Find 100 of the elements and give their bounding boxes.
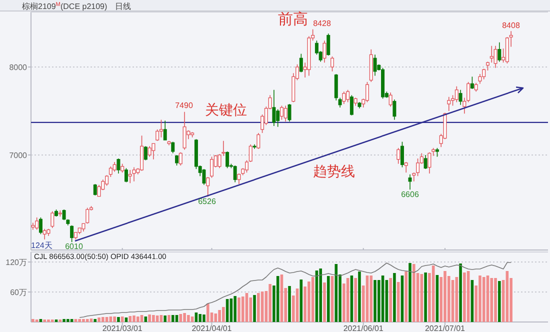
bar <box>459 264 462 322</box>
annotation: 6606 <box>401 190 420 199</box>
candlestick <box>326 33 330 56</box>
bar <box>326 276 330 322</box>
bar <box>117 317 120 322</box>
candlestick <box>322 40 326 63</box>
candlestick <box>175 154 179 166</box>
candlestick <box>156 129 160 142</box>
bar <box>412 264 416 322</box>
bar <box>198 314 202 322</box>
candlestick <box>346 89 350 103</box>
candlestick <box>108 166 112 178</box>
bar <box>86 319 89 322</box>
candlestick <box>35 217 39 230</box>
bar <box>202 314 206 322</box>
bar <box>168 315 170 322</box>
bar <box>82 319 85 322</box>
bar <box>206 304 210 322</box>
candlestick <box>178 152 182 166</box>
bar <box>102 317 104 322</box>
bar <box>498 281 501 322</box>
bar <box>32 319 34 322</box>
line-series <box>79 262 512 318</box>
candlestick <box>400 141 404 168</box>
candlestick <box>182 111 186 150</box>
y-tick-label: 8000 <box>9 62 28 72</box>
bar <box>124 318 128 322</box>
candlestick <box>210 156 214 178</box>
annotation: 6010 <box>65 242 84 251</box>
candlestick <box>490 45 494 63</box>
bar <box>323 282 326 322</box>
candlestick <box>116 158 120 174</box>
bar <box>90 318 93 322</box>
candlestick <box>105 174 109 186</box>
bar <box>424 272 427 322</box>
y-tick-label: 120万 <box>6 258 27 267</box>
bar <box>490 278 494 322</box>
x-tick-label: 2021/06/01 <box>343 324 384 332</box>
candlestick <box>159 119 163 138</box>
candlestick <box>38 217 42 235</box>
bar <box>66 319 70 322</box>
candlestick <box>280 105 284 120</box>
bar <box>136 316 140 322</box>
annotation: 8408 <box>502 21 520 30</box>
candlestick <box>388 92 392 107</box>
candlestick <box>86 207 90 224</box>
bar <box>253 295 256 322</box>
bar <box>148 314 151 322</box>
candlestick <box>428 152 432 174</box>
candlestick <box>424 154 428 170</box>
annotation: 前高 <box>278 11 308 28</box>
candlestick <box>202 168 206 186</box>
candlestick <box>396 148 400 164</box>
bar <box>238 298 240 322</box>
candlestick <box>233 165 237 183</box>
y-tick-label: 7000 <box>9 150 28 160</box>
candlestick <box>338 97 342 108</box>
candlestick <box>284 105 288 122</box>
candlestick <box>144 146 148 161</box>
candlestick <box>124 168 128 183</box>
candlestick <box>350 94 354 116</box>
candlestick <box>93 184 97 196</box>
bar <box>175 315 178 322</box>
annotation: 8428 <box>313 19 332 28</box>
x-tick-label: 2021/03/01 <box>102 324 143 332</box>
candlestick <box>330 56 334 72</box>
candlestick <box>171 141 175 154</box>
bar <box>234 296 236 322</box>
candlestick <box>342 91 346 104</box>
bar <box>113 316 116 322</box>
bar <box>171 315 174 322</box>
candlestick <box>132 166 136 182</box>
bar <box>334 264 338 322</box>
bar <box>288 286 291 322</box>
candlestick <box>458 89 462 106</box>
ref-line-label: 关键位 <box>205 101 247 118</box>
bar <box>187 315 190 322</box>
candlestick <box>334 74 338 101</box>
candlestick <box>494 45 498 68</box>
bar <box>358 272 361 322</box>
candlestick <box>392 99 396 120</box>
candlestick <box>454 86 458 103</box>
bar <box>94 319 97 322</box>
bar <box>214 314 218 322</box>
candlestick <box>408 174 412 190</box>
bar <box>78 319 81 322</box>
bar <box>160 315 163 322</box>
candlestick <box>140 135 144 172</box>
chart-subtitle: 日线 <box>115 2 132 11</box>
bar <box>478 276 482 322</box>
bar <box>374 280 376 322</box>
bar <box>152 315 155 322</box>
bar <box>128 316 132 322</box>
candlestick <box>128 170 132 184</box>
bar <box>370 276 373 322</box>
candlestick <box>112 162 116 172</box>
candlestick <box>404 162 408 173</box>
bar <box>408 263 412 322</box>
bar <box>222 307 225 322</box>
annotation: 124天 <box>31 241 52 250</box>
